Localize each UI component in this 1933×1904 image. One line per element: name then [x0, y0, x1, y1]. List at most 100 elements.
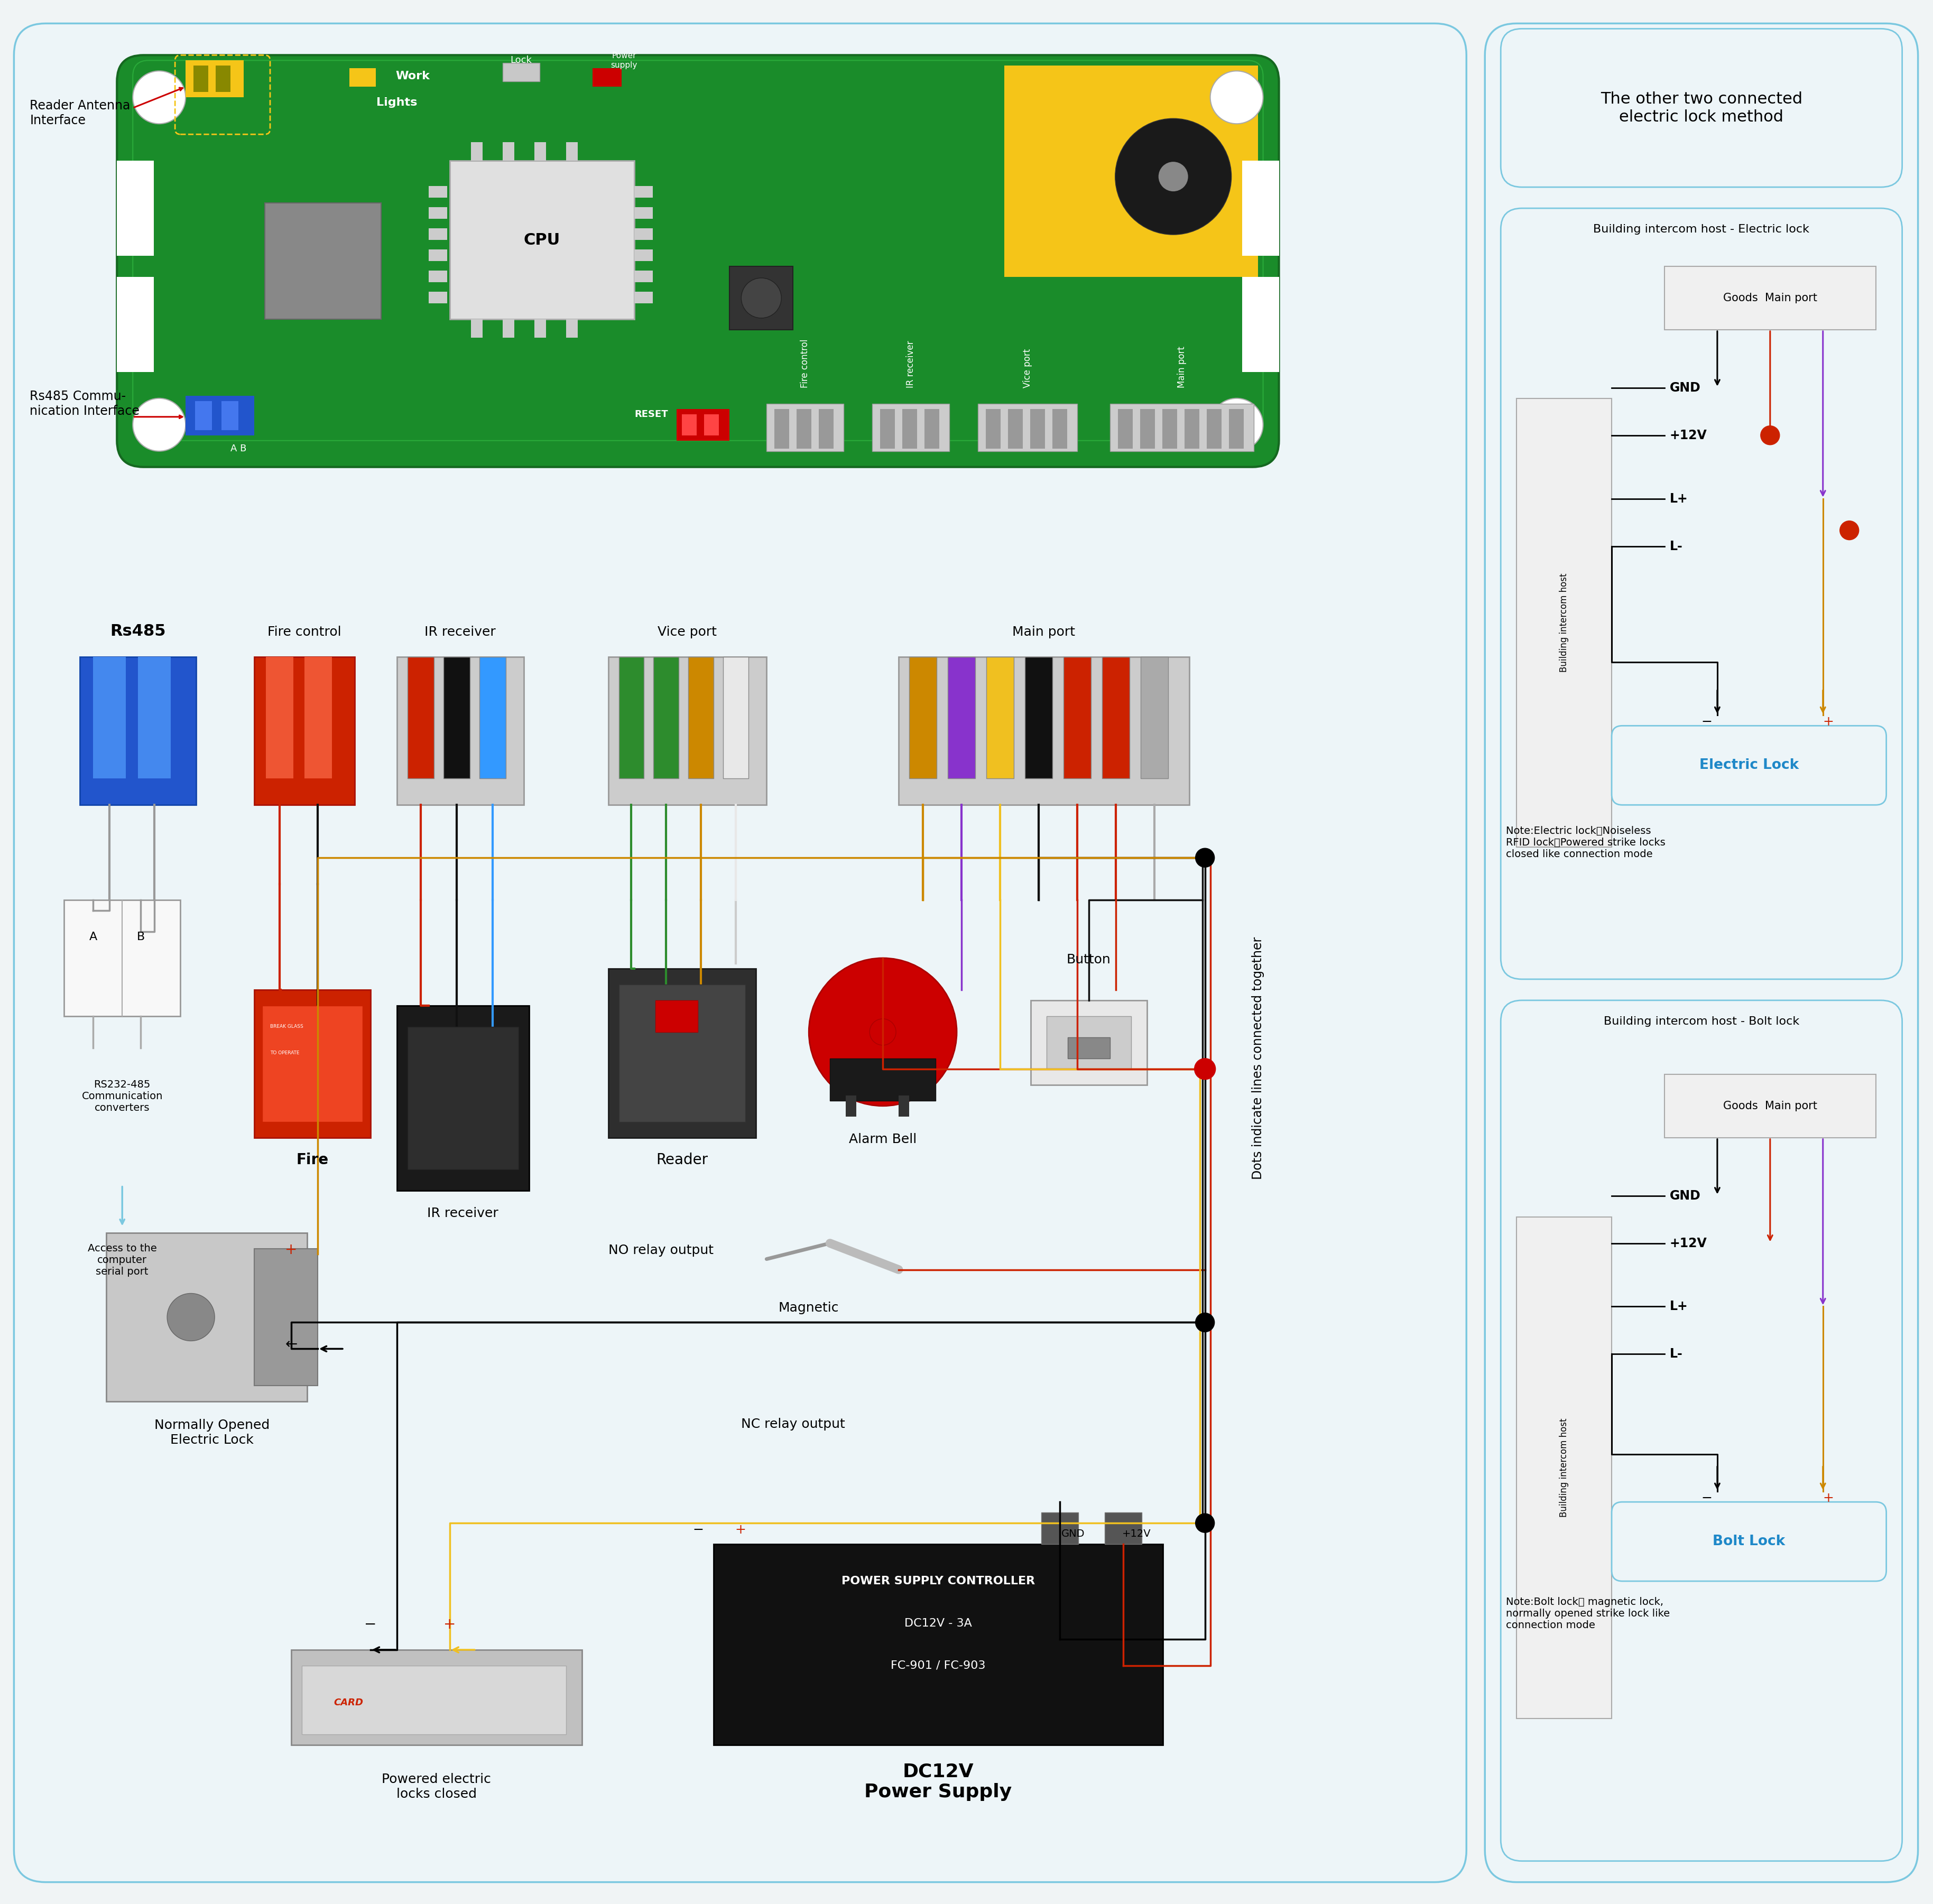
Circle shape [1195, 1059, 1216, 1080]
Bar [609, 969, 756, 1137]
Circle shape [133, 70, 186, 124]
Bar [64, 901, 180, 1017]
Text: Building intercom host - Electric lock: Building intercom host - Electric lock [1593, 225, 1809, 234]
Text: Rs485: Rs485 [110, 625, 166, 640]
Circle shape [1210, 70, 1262, 124]
Bar [93, 657, 126, 779]
Bar [634, 208, 653, 219]
Bar [216, 65, 230, 91]
Text: FC-901 / FC-903: FC-901 / FC-903 [891, 1660, 986, 1672]
Text: +12V: +12V [1121, 1529, 1150, 1538]
Text: L+: L+ [1670, 1300, 1688, 1314]
Circle shape [1761, 426, 1780, 446]
Bar [634, 270, 653, 282]
Bar [847, 1095, 856, 1116]
Text: Note:Bolt lock、 magnetic lock,
normally opened strike lock like
connection mode: Note:Bolt lock、 magnetic lock, normally … [1506, 1597, 1670, 1630]
Text: Lights: Lights [377, 97, 418, 109]
FancyBboxPatch shape [1500, 29, 1902, 187]
Bar [450, 160, 634, 320]
Text: NC relay output: NC relay output [740, 1418, 845, 1430]
Text: Normally Opened
Electric Lock: Normally Opened Electric Lock [155, 1418, 271, 1447]
Text: Button: Button [1067, 954, 1111, 965]
Bar [767, 404, 843, 451]
Text: −: − [692, 1523, 704, 1537]
Bar [619, 657, 644, 779]
Bar [566, 143, 578, 160]
Text: Goods  Main port: Goods Main port [1722, 1101, 1817, 1112]
Bar [729, 267, 793, 329]
Bar [723, 657, 748, 779]
Text: L-: L- [1670, 1348, 1684, 1361]
Bar [429, 187, 447, 198]
Text: Magnetic: Magnetic [779, 1302, 839, 1314]
Bar [909, 657, 938, 779]
Text: +: + [284, 1241, 298, 1257]
Circle shape [1195, 1514, 1214, 1533]
Circle shape [1840, 522, 1860, 541]
Text: −: − [1701, 716, 1713, 729]
Text: TO OPERATE: TO OPERATE [271, 1051, 300, 1055]
Bar [688, 657, 713, 779]
Text: ←: ← [284, 1337, 298, 1352]
Bar [634, 291, 653, 303]
Text: NO relay output: NO relay output [609, 1243, 713, 1257]
Bar [1140, 657, 1168, 779]
Bar [302, 1666, 566, 1735]
Text: A: A [89, 931, 97, 942]
Bar [408, 1026, 518, 1169]
Bar [193, 65, 209, 91]
Circle shape [870, 1019, 897, 1045]
Bar [222, 402, 238, 430]
Bar [263, 1005, 363, 1121]
Bar [1517, 398, 1612, 847]
Bar [634, 228, 653, 240]
Text: Rs485 Commu-
nication Interface: Rs485 Commu- nication Interface [29, 390, 139, 417]
Bar [704, 415, 719, 436]
Text: Access to the
computer
serial port: Access to the computer serial port [87, 1243, 157, 1276]
Text: A B: A B [230, 444, 245, 453]
Bar [1042, 1512, 1079, 1544]
Bar [1517, 1217, 1612, 1719]
Text: Power
supply: Power supply [611, 51, 638, 69]
Bar [566, 320, 578, 337]
Text: −: − [363, 1616, 377, 1632]
Text: L-: L- [1670, 541, 1684, 552]
Bar [947, 657, 976, 779]
Bar [880, 409, 895, 449]
Text: Building intercom host - Bolt lock: Building intercom host - Bolt lock [1604, 1017, 1800, 1026]
Bar [396, 1005, 530, 1190]
Circle shape [1195, 1314, 1214, 1333]
Text: DC12V
Power Supply: DC12V Power Supply [864, 1763, 1013, 1801]
Text: GND: GND [1670, 1190, 1701, 1201]
Text: Dots indicate lines connected together: Dots indicate lines connected together [1251, 937, 1264, 1180]
Bar [713, 1544, 1164, 1744]
Text: Reader: Reader [655, 1152, 707, 1167]
Bar [653, 657, 678, 779]
Bar [820, 409, 833, 449]
FancyBboxPatch shape [1485, 23, 1918, 1883]
Text: IR receiver: IR receiver [427, 1207, 499, 1219]
Bar [79, 657, 195, 805]
Bar [503, 143, 514, 160]
Text: Bolt Lock: Bolt Lock [1713, 1535, 1786, 1548]
Bar [137, 657, 170, 779]
Text: +12V: +12V [1670, 428, 1707, 442]
Text: Fire control: Fire control [800, 339, 810, 388]
Bar [1052, 409, 1067, 449]
FancyBboxPatch shape [1612, 1502, 1887, 1580]
FancyBboxPatch shape [116, 55, 1280, 466]
Bar [978, 404, 1077, 451]
Bar [429, 249, 447, 261]
Bar [1102, 657, 1129, 779]
Bar [1241, 160, 1280, 255]
Bar [634, 187, 653, 198]
Bar [1664, 267, 1875, 329]
Text: Main port: Main port [1013, 626, 1075, 638]
Text: Building intercom host: Building intercom host [1560, 1418, 1570, 1517]
Bar [408, 657, 433, 779]
Text: CPU: CPU [524, 232, 561, 248]
Text: Note:Electric lock、Noiseless
RFID lock、Powered strike locks
closed like connecti: Note:Electric lock、Noiseless RFID lock、P… [1506, 826, 1666, 859]
Text: −: − [1701, 1493, 1713, 1504]
Bar [1110, 404, 1255, 451]
Text: Building intercom host: Building intercom host [1560, 573, 1570, 672]
